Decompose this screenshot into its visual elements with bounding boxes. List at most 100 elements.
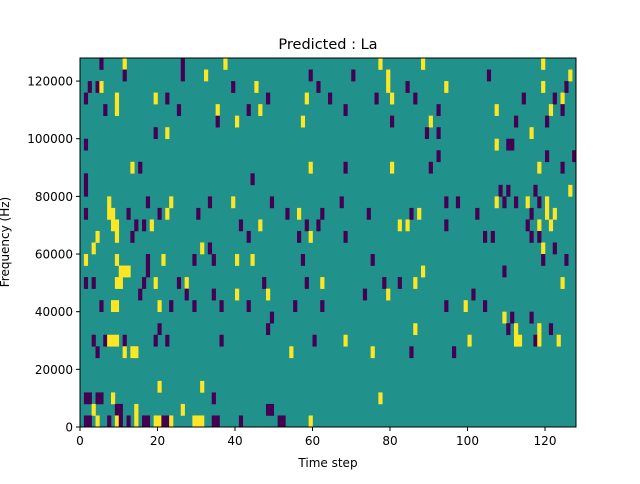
heatmap-cell-low xyxy=(525,219,530,232)
heatmap-cell-high xyxy=(83,254,89,266)
heatmap-cell-low xyxy=(91,334,96,347)
heatmap-cell-high xyxy=(91,403,96,416)
heatmap-cell-high xyxy=(560,277,565,289)
heatmap-cell-low xyxy=(506,184,511,197)
heatmap-cell-low xyxy=(316,81,321,93)
heatmap-cell-high xyxy=(107,207,112,220)
heatmap-cell-low xyxy=(541,254,546,266)
heatmap-cell-low xyxy=(246,300,251,312)
heatmap-cell-low xyxy=(238,415,244,428)
heatmap-cell-low xyxy=(269,311,275,324)
heatmap-cell-high xyxy=(386,288,391,301)
y-tick-label: 100000 xyxy=(27,132,73,146)
x-tick-label: 40 xyxy=(227,434,242,448)
y-tick-label: 20000 xyxy=(35,363,73,377)
heatmap-cell-low xyxy=(87,415,92,428)
heatmap-cell-high xyxy=(289,346,294,359)
heatmap-cell-low xyxy=(514,115,519,128)
heatmap-cell-low xyxy=(250,173,255,186)
heatmap-cell-low xyxy=(502,196,507,209)
heatmap-cell-high xyxy=(204,69,209,82)
heatmap-cell-low xyxy=(444,196,449,209)
heatmap-cell-low xyxy=(409,207,414,220)
heatmap-cell-low xyxy=(304,277,309,289)
heatmap-cell-high xyxy=(114,219,120,232)
heatmap-cell-high xyxy=(463,300,468,312)
heatmap-cell-high xyxy=(134,403,139,416)
heatmap-cell-high xyxy=(545,207,550,220)
heatmap-cell-low xyxy=(219,334,224,347)
heatmap-cell-low xyxy=(165,92,170,105)
heatmap-cell-high xyxy=(258,104,263,116)
heatmap-cell-high xyxy=(417,207,422,220)
heatmap-cell-low xyxy=(320,300,325,312)
heatmap-cell-low xyxy=(145,415,151,428)
heatmap-cell-low xyxy=(165,415,170,428)
heatmap-cell-low xyxy=(196,207,201,220)
heatmap-cell-high xyxy=(184,277,189,289)
heatmap-cell-high xyxy=(537,334,542,347)
x-axis-label: Time step xyxy=(297,456,357,470)
heatmap-cell-high xyxy=(99,81,104,93)
heatmap-cell-low xyxy=(362,288,368,301)
heatmap-cell-high xyxy=(568,69,573,82)
heatmap-cell-low xyxy=(207,242,213,255)
heatmap-cell-low xyxy=(83,207,89,220)
heatmap-cell-high xyxy=(114,277,120,289)
heatmap-cell-low xyxy=(266,403,271,416)
heatmap-cell-low xyxy=(266,323,271,336)
heatmap-cell-low xyxy=(180,69,185,82)
heatmap-cell-low xyxy=(506,138,511,151)
heatmap-cell-high xyxy=(541,81,546,93)
heatmap-cell-high xyxy=(308,230,313,243)
y-axis-label: Frequency (Hz) xyxy=(0,197,12,288)
heatmap-cell-low xyxy=(533,184,538,197)
heatmap-cell-high xyxy=(502,311,507,324)
heatmap-cell-low xyxy=(510,311,515,324)
heatmap-cell-high xyxy=(130,346,135,359)
heatmap-cell-high xyxy=(114,254,120,266)
heatmap-cell-low xyxy=(215,115,220,128)
heatmap-cell-low xyxy=(537,230,542,243)
heatmap-cell-low xyxy=(285,207,290,220)
heatmap-cell-low xyxy=(320,207,325,220)
heatmap-cell-low xyxy=(316,219,321,232)
heatmap-cell-high xyxy=(386,81,391,93)
heatmap-cell-high xyxy=(258,219,263,232)
heatmap-cell-high xyxy=(107,196,112,209)
heatmap-cell-low xyxy=(246,230,251,243)
heatmap-cell-high xyxy=(118,265,123,278)
heatmap-cell-low xyxy=(560,104,565,116)
heatmap-cell-low xyxy=(157,323,162,336)
heatmap-cell-high xyxy=(413,277,418,289)
y-tick-label: 120000 xyxy=(27,75,73,89)
heatmap-cell-low xyxy=(552,92,557,105)
heatmap-cell-high xyxy=(537,161,542,174)
heatmap-cell-high xyxy=(266,288,271,301)
heatmap-cell-high xyxy=(304,92,309,105)
heatmap-cell-low xyxy=(343,230,348,243)
y-tick-label: 40000 xyxy=(35,305,73,319)
heatmap-cell-low xyxy=(207,196,213,209)
x-tick-label: 80 xyxy=(382,434,397,448)
heatmap-cell-high xyxy=(134,415,139,428)
heatmap-cell-high xyxy=(378,392,383,405)
heatmap-cell-high xyxy=(161,254,166,266)
heatmap-cell-low xyxy=(169,300,174,312)
heatmap-cell-high xyxy=(111,219,116,232)
heatmap-cell-low xyxy=(83,92,89,105)
heatmap-cell-low xyxy=(99,392,104,405)
heatmap-cell-high xyxy=(541,242,546,255)
heatmap-cell-low xyxy=(211,254,216,266)
heatmap-cell-low xyxy=(297,230,302,243)
heatmap-cell-low xyxy=(328,92,333,105)
heatmap-cell-high xyxy=(390,161,395,174)
heatmap-cell-high xyxy=(517,334,523,347)
heatmap-cell-high xyxy=(223,58,228,70)
heatmap-cell-low xyxy=(157,207,162,220)
heatmap-cell-low xyxy=(192,254,197,266)
heatmap-cell-high xyxy=(114,334,120,347)
heatmap-cell-low xyxy=(529,207,534,220)
